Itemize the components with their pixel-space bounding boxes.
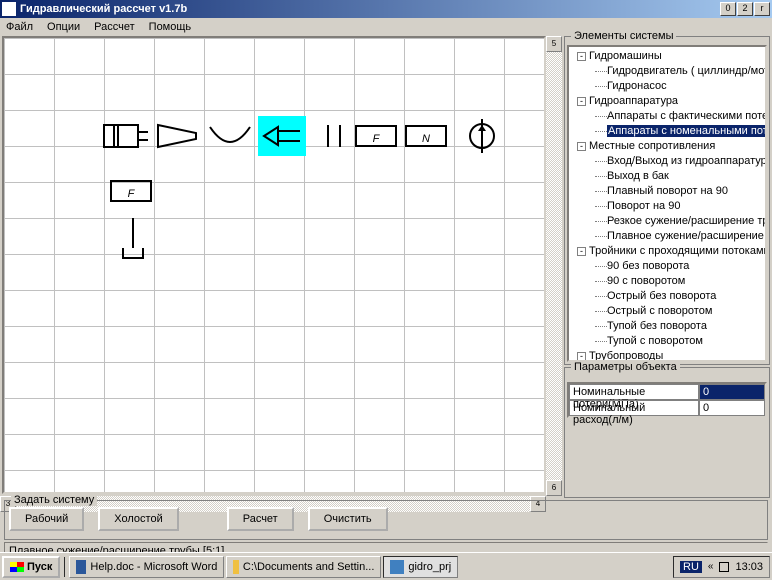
tree-node[interactable]: Выход в бак <box>569 169 765 184</box>
hydraulic-symbol[interactable] <box>208 123 252 149</box>
menu-calc[interactable]: Рассчет <box>94 21 135 33</box>
hydraulic-symbol[interactable] <box>156 123 200 149</box>
hydraulic-symbol[interactable] <box>104 123 148 149</box>
svg-text:F: F <box>373 133 381 145</box>
taskbar-item[interactable]: gidro_prj <box>383 556 458 578</box>
param-row[interactable]: Номинальные потери(МПа)0 <box>569 384 765 400</box>
system-title: Задать систему <box>11 494 97 506</box>
canvas-panel: F N F <box>2 36 546 494</box>
tree-node[interactable]: Аппараты с номенальными потерями <box>569 124 765 139</box>
hydraulic-symbol[interactable] <box>119 218 163 244</box>
tree-node[interactable]: Вход/Выход из гидроаппаратуры <box>569 154 765 169</box>
close-button[interactable]: r <box>754 2 770 16</box>
scroll-up-button[interactable]: 5 <box>546 36 562 52</box>
tree-node[interactable]: Аппараты с фактическими потерями <box>569 109 765 124</box>
elements-group: Элементы системы -ГидромашиныГидродвигат… <box>564 36 770 365</box>
hydraulic-symbol[interactable]: N <box>404 123 448 149</box>
tree-node[interactable]: Плавный поворот на 90 <box>569 184 765 199</box>
params-grid[interactable]: Номинальные потери(МПа)0Номинальный расх… <box>567 382 767 418</box>
params-group: Параметры объекта Номинальные потери(МПа… <box>564 367 770 498</box>
tree-node[interactable]: 90 с поворотом <box>569 274 765 289</box>
tree-node[interactable]: Тупой без поворота <box>569 319 765 334</box>
param-row[interactable]: Номинальный расход(л/м)0 <box>569 400 765 416</box>
tree-node[interactable]: -Гидромашины <box>569 49 765 64</box>
hydraulic-symbol[interactable] <box>258 116 306 156</box>
idle-button[interactable]: Холостой <box>98 507 178 531</box>
tree-node[interactable]: Плавное сужение/расширение трубы <box>569 229 765 244</box>
menu-file[interactable]: Файл <box>6 21 33 33</box>
svg-text:N: N <box>422 133 430 145</box>
taskbar-item[interactable]: Help.doc - Microsoft Word <box>69 556 224 578</box>
tray-icon-1[interactable]: « <box>708 561 714 572</box>
calc-button[interactable]: Расчет <box>227 507 294 531</box>
elements-title: Элементы системы <box>571 30 676 42</box>
vertical-scrollbar[interactable]: 5 6 <box>546 36 562 496</box>
svg-text:F: F <box>128 188 136 200</box>
elements-tree[interactable]: -ГидромашиныГидродвигатель ( циллиндр/мо… <box>567 45 767 362</box>
start-button[interactable]: Пуск <box>2 556 60 578</box>
working-button[interactable]: Рабочий <box>9 507 84 531</box>
taskbar-item[interactable]: C:\Documents and Settin... <box>226 556 381 578</box>
tree-node[interactable]: Острый с поворотом <box>569 304 765 319</box>
tree-node[interactable]: Гидродвигатель ( циллиндр/мотор ) <box>569 64 765 79</box>
design-canvas[interactable]: F N F <box>4 38 544 492</box>
tree-node[interactable]: Резкое сужение/расширение трубы <box>569 214 765 229</box>
hydraulic-symbol[interactable] <box>460 123 504 149</box>
tray-icon-2[interactable] <box>719 562 729 572</box>
tree-node[interactable]: Гидронасос <box>569 79 765 94</box>
taskbar: Пуск Help.doc - Microsoft WordC:\Documen… <box>0 552 772 580</box>
tree-node[interactable]: 90 без поворота <box>569 259 765 274</box>
tree-node[interactable]: Поворот на 90 <box>569 199 765 214</box>
scroll-down-button[interactable]: 6 <box>546 480 562 496</box>
lang-indicator[interactable]: RU <box>680 561 702 573</box>
maximize-button[interactable]: 2 <box>737 2 753 16</box>
tree-node[interactable]: Острый без поворота <box>569 289 765 304</box>
app-icon <box>2 2 16 16</box>
system-tray: RU « 13:03 <box>673 556 770 578</box>
tree-node[interactable]: -Гидроаппаратура <box>569 94 765 109</box>
menu-help[interactable]: Помощь <box>149 21 192 33</box>
clear-button[interactable]: Очистить <box>308 507 388 531</box>
system-panel: Задать систему Рабочий Холостой Расчет О… <box>4 500 768 540</box>
minimize-button[interactable]: 0 <box>720 2 736 16</box>
windows-icon <box>10 562 24 572</box>
params-title: Параметры объекта <box>571 361 680 373</box>
hydraulic-symbol[interactable]: F <box>354 123 398 149</box>
tree-node[interactable]: -Тройники с проходящими потоками <box>569 244 765 259</box>
tree-node[interactable]: Тупой с поворотом <box>569 334 765 349</box>
clock[interactable]: 13:03 <box>735 561 763 573</box>
hydraulic-symbol[interactable] <box>314 123 358 149</box>
window-title: Гидравлический рассчет v1.7b <box>20 3 720 15</box>
hydraulic-symbol[interactable]: F <box>109 178 153 204</box>
tree-node[interactable]: -Местные сопротивления <box>569 139 765 154</box>
title-bar: Гидравлический рассчет v1.7b 0 2 r <box>0 0 772 18</box>
menu-options[interactable]: Опции <box>47 21 80 33</box>
